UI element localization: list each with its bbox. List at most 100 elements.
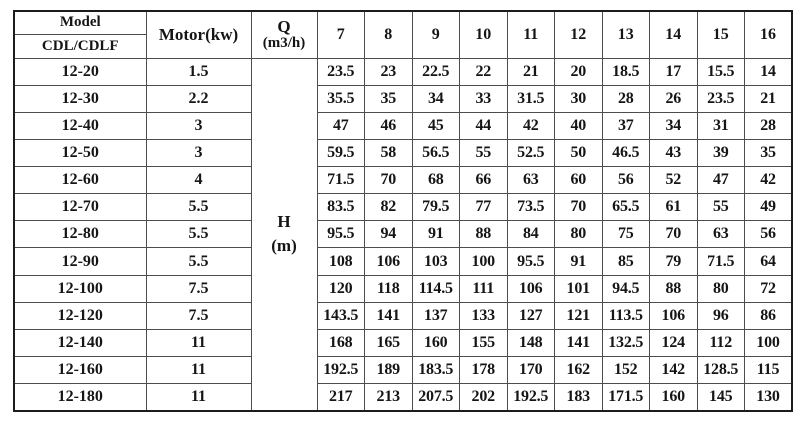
table-row: 12-20 1.5 H (m) 23.5 23 22.5 22 21 20 18.5 17 15.5 14	[13, 57, 793, 412]
head-value-cell: 130	[744, 383, 793, 412]
motor-power-cell: 7.5	[145, 301, 252, 330]
head-value-cell: 94	[364, 220, 413, 249]
head-value-cell: 79	[649, 247, 698, 276]
flow-unit-symbol: Q	[277, 16, 291, 36]
table-row: 12-100 7.5 120 118 114.5 111 106 101 94.5 88 80 72	[13, 274, 793, 303]
head-value-cell: 55	[696, 193, 745, 222]
head-value-cell: 75	[601, 220, 650, 249]
head-value-cell: 23.5	[696, 84, 745, 113]
head-value-cell: 112	[696, 328, 745, 358]
head-value-cell: 165	[364, 328, 413, 358]
head-value-cell: 40	[554, 111, 603, 140]
head-value-cell: 71.5	[316, 166, 365, 195]
head-value-cell: 100	[459, 247, 508, 276]
head-value-cell: 141	[364, 301, 413, 330]
model-cell: 12-60	[13, 166, 147, 195]
head-value-cell: 155	[459, 328, 508, 358]
header-flow-col: 9	[411, 10, 460, 59]
head-value-cell: 52.5	[506, 138, 555, 168]
head-value-cell: 63	[506, 166, 555, 195]
header-row-series: CDL/CDLF	[13, 33, 792, 59]
head-value-cell: 56	[601, 166, 650, 195]
head-value-cell: 58	[364, 138, 413, 168]
head-value-cell: 21	[744, 84, 793, 113]
head-value-cell: 82	[364, 193, 413, 222]
header-flow-col: 14	[649, 10, 698, 59]
head-value-cell: 115	[744, 356, 793, 385]
head-value-cell: 171.5	[601, 383, 650, 412]
head-value-cell: 23.5	[316, 57, 365, 86]
head-value-cell: 133	[459, 301, 508, 330]
head-value-cell: 137	[411, 301, 460, 330]
motor-power-cell: 5.5	[145, 193, 252, 222]
table-row: 12-140 11 168 165 160 155 148 141 132.5 124 112 100	[13, 328, 793, 358]
head-value-cell: 79.5	[411, 193, 460, 222]
header-flow-col: 16	[744, 10, 793, 59]
head-value-cell: 127	[506, 301, 555, 330]
head-value-cell: 160	[649, 383, 698, 412]
head-value-cell: 17	[649, 57, 698, 86]
head-value-cell: 34	[649, 111, 698, 140]
head-value-cell: 111	[459, 274, 508, 303]
motor-power-cell: 11	[145, 383, 252, 412]
table-body: 12-20 1.5 H (m) 23.5 23 22.5 22 21 20 18.5 17 15.5 14…	[13, 57, 793, 412]
model-cell: 12-50	[13, 138, 147, 168]
head-value-cell: 183	[554, 383, 603, 412]
head-value-cell: 162	[554, 356, 603, 385]
head-value-cell: 178	[459, 356, 508, 385]
head-value-cell: 213	[364, 383, 413, 412]
head-value-cell: 95.5	[506, 247, 555, 276]
motor-power-cell: 5.5	[145, 247, 252, 276]
head-value-cell: 56.5	[411, 138, 460, 168]
head-value-cell: 37	[601, 111, 650, 140]
header-flow-col: 8	[364, 10, 413, 59]
head-value-cell: 65.5	[601, 193, 650, 222]
motor-power-cell: 7.5	[145, 274, 252, 303]
head-value-cell: 15.5	[696, 57, 745, 86]
motor-power-cell: 3	[145, 111, 252, 140]
model-cell: 12-80	[13, 220, 147, 249]
head-value-cell: 42	[506, 111, 555, 140]
head-value-cell: 128.5	[696, 356, 745, 385]
motor-power-cell: 11	[145, 356, 252, 385]
head-value-cell: 22	[459, 57, 508, 86]
table-row: 12-80 5.5 95.5 94 91 88 84 80 75 70 63 56	[13, 220, 793, 249]
head-value-cell: 141	[554, 328, 603, 358]
head-unit-symbol: H	[277, 211, 291, 231]
head-value-cell: 70	[554, 193, 603, 222]
head-value-cell: 50	[554, 138, 603, 168]
head-value-cell: 94.5	[601, 274, 650, 303]
head-value-cell: 202	[459, 383, 508, 412]
head-value-cell: 168	[316, 328, 365, 358]
head-value-cell: 100	[744, 328, 793, 358]
head-value-cell: 91	[554, 247, 603, 276]
head-value-cell: 70	[364, 166, 413, 195]
pump-spec-table: Model Motor(kw) Q (m3/h) 7 8 9 10 11 12 13 14 15…	[13, 10, 793, 412]
motor-power-cell: 2.2	[145, 84, 252, 113]
head-value-cell: 56	[744, 220, 793, 249]
head-value-cell: 68	[411, 166, 460, 195]
head-unit-measure: (m)	[271, 236, 297, 256]
head-value-cell: 86	[744, 301, 793, 330]
head-value-cell: 46.5	[601, 138, 650, 168]
head-value-cell: 33	[459, 84, 508, 113]
head-value-cell: 142	[649, 356, 698, 385]
head-value-cell: 59.5	[316, 138, 365, 168]
head-value-cell: 46	[364, 111, 413, 140]
head-value-cell: 80	[554, 220, 603, 249]
model-cell: 12-140	[13, 328, 147, 358]
head-value-cell: 21	[506, 57, 555, 86]
header-flow-col: 13	[601, 10, 650, 59]
table-row: 12-120 7.5 143.5 141 137 133 127 121 113.5 106 96 8…	[13, 301, 793, 330]
head-value-cell: 152	[601, 356, 650, 385]
head-value-cell: 83.5	[316, 193, 365, 222]
head-value-cell: 47	[316, 111, 365, 140]
head-value-cell: 143.5	[316, 301, 365, 330]
head-value-cell: 35	[744, 138, 793, 168]
model-cell: 12-90	[13, 247, 147, 276]
head-value-cell: 145	[696, 383, 745, 412]
head-value-cell: 121	[554, 301, 603, 330]
table-row: 12-40 3 47 46 45 44 42 40 37 34 31 28	[13, 111, 793, 140]
header-model-label: Model	[13, 10, 147, 35]
